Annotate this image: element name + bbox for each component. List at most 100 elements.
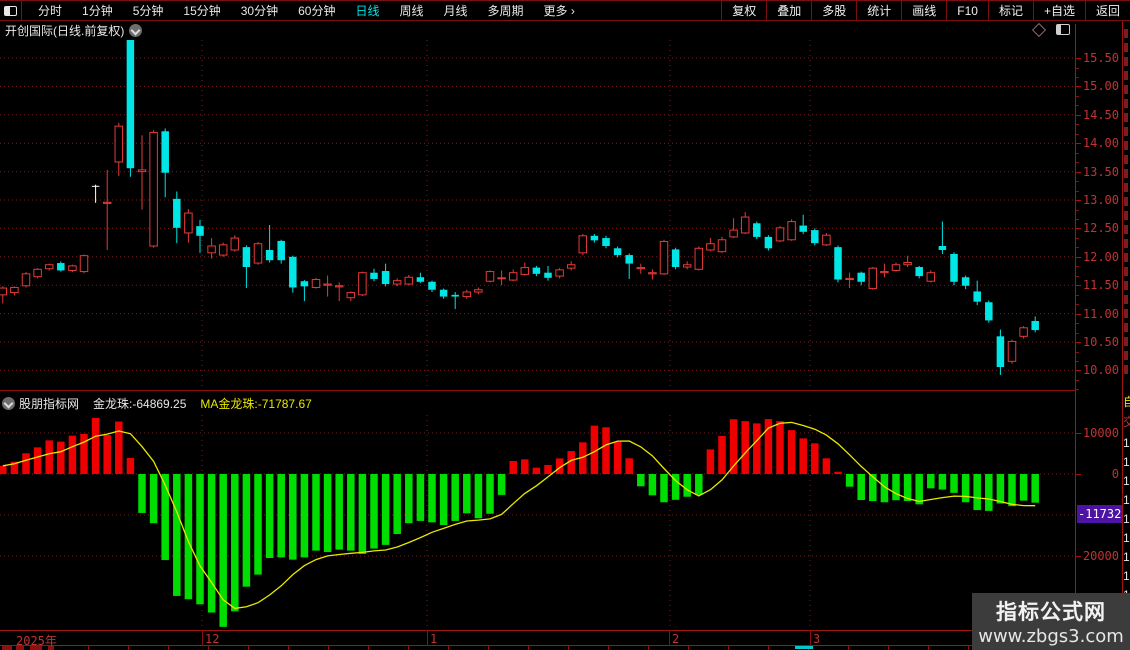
- candle[interactable]: [277, 239, 285, 264]
- candlestick-chart[interactable]: [0, 40, 1075, 390]
- indicator-bar[interactable]: [33, 447, 42, 474]
- indicator-bar[interactable]: [845, 474, 854, 487]
- candle[interactable]: [462, 289, 472, 299]
- candle[interactable]: [799, 214, 807, 235]
- indicator-bar[interactable]: [10, 461, 19, 474]
- indicator-bar[interactable]: [753, 423, 761, 474]
- indicator-bar[interactable]: [799, 438, 807, 474]
- candle[interactable]: [845, 272, 854, 289]
- candle[interactable]: [91, 184, 100, 203]
- candle[interactable]: [218, 242, 228, 257]
- indicator-bar[interactable]: [1031, 474, 1039, 503]
- indicator-bar[interactable]: [625, 458, 633, 474]
- indicator-bar[interactable]: [358, 474, 367, 554]
- indicator-bar[interactable]: [381, 474, 390, 545]
- action-button-0[interactable]: 复权: [721, 1, 766, 20]
- indicator-bar[interactable]: [637, 474, 645, 487]
- indicator-bar[interactable]: [602, 427, 610, 474]
- period-tab-0[interactable]: 分时: [38, 4, 63, 18]
- title-chevron-down-icon[interactable]: [129, 24, 143, 37]
- candle[interactable]: [1007, 339, 1017, 364]
- indicator-bar[interactable]: [405, 474, 413, 524]
- indicator-bar[interactable]: [335, 474, 343, 550]
- indicator-bar[interactable]: [347, 474, 355, 551]
- indicator-bar[interactable]: [509, 461, 517, 474]
- candle[interactable]: [196, 219, 204, 253]
- action-button-2[interactable]: 多股: [811, 1, 856, 20]
- candle[interactable]: [532, 265, 541, 277]
- indicator-bar[interactable]: [927, 474, 935, 489]
- right-sidebar-clipped[interactable]: 自交11111111111: [1122, 21, 1130, 650]
- candle[interactable]: [740, 211, 750, 235]
- candle[interactable]: [880, 263, 889, 278]
- indicator-bar[interactable]: [300, 474, 309, 558]
- indicator-bar[interactable]: [903, 474, 912, 502]
- indicator-bar[interactable]: [242, 474, 251, 587]
- candle[interactable]: [961, 275, 970, 290]
- indicator-bar[interactable]: [915, 474, 923, 505]
- indicator-bar[interactable]: [196, 474, 204, 605]
- candle[interactable]: [926, 270, 936, 283]
- candle[interactable]: [416, 272, 425, 283]
- candle[interactable]: [451, 292, 459, 310]
- candle[interactable]: [114, 122, 124, 177]
- candle[interactable]: [544, 265, 552, 281]
- indicator-bar[interactable]: [474, 474, 483, 519]
- indicator-bar[interactable]: [741, 421, 749, 474]
- period-tab-1[interactable]: 1分钟: [82, 4, 113, 18]
- period-tab-3[interactable]: 15分钟: [183, 4, 221, 18]
- panel-split-icon[interactable]: [1056, 24, 1070, 35]
- candle[interactable]: [358, 271, 367, 296]
- indicator-bar[interactable]: [787, 430, 796, 474]
- candle[interactable]: [775, 226, 785, 243]
- candle[interactable]: [671, 247, 680, 270]
- indicator-bar[interactable]: [416, 474, 425, 521]
- indicator-bar[interactable]: [590, 425, 599, 474]
- action-button-6[interactable]: 标记: [987, 1, 1033, 20]
- candle[interactable]: [439, 288, 448, 299]
- indicator-bar[interactable]: [184, 474, 193, 600]
- candle[interactable]: [44, 263, 54, 271]
- candle[interactable]: [300, 280, 309, 302]
- indicator-bar[interactable]: [393, 474, 401, 535]
- indicator-bar[interactable]: [729, 419, 738, 474]
- candle[interactable]: [985, 300, 993, 323]
- indicator-bar[interactable]: [973, 474, 981, 511]
- candle[interactable]: [497, 270, 506, 286]
- candle[interactable]: [636, 263, 646, 274]
- indicator-bar[interactable]: [323, 474, 332, 553]
- candle[interactable]: [729, 218, 738, 239]
- indicator-bar[interactable]: [613, 441, 622, 474]
- candle[interactable]: [590, 234, 599, 243]
- indicator-bar[interactable]: [277, 474, 285, 558]
- action-button-3[interactable]: 统计: [856, 1, 901, 20]
- indicator-bar[interactable]: [544, 464, 552, 474]
- indicator-bar[interactable]: [532, 467, 541, 474]
- candle[interactable]: [370, 268, 378, 282]
- indicator-bar[interactable]: [486, 474, 494, 514]
- indicator-bar[interactable]: [497, 474, 506, 495]
- candle[interactable]: [811, 228, 819, 246]
- candle[interactable]: [161, 128, 169, 198]
- indicator-bar[interactable]: [996, 474, 1005, 504]
- period-tab-9[interactable]: 多周期: [487, 4, 524, 18]
- candle[interactable]: [787, 219, 796, 241]
- indicator-bar[interactable]: [811, 443, 819, 474]
- candle[interactable]: [764, 235, 773, 251]
- candle[interactable]: [0, 286, 8, 304]
- candle[interactable]: [613, 246, 622, 258]
- candle[interactable]: [566, 261, 576, 271]
- indicator-bar[interactable]: [880, 474, 889, 503]
- indicator-bar[interactable]: [706, 449, 715, 474]
- indicator-bar[interactable]: [126, 458, 135, 474]
- candle[interactable]: [404, 274, 414, 286]
- indicator-bar[interactable]: [1019, 474, 1028, 501]
- candle[interactable]: [682, 261, 692, 270]
- indicator-bar[interactable]: [985, 474, 993, 511]
- candle[interactable]: [57, 261, 65, 272]
- indicator-bar[interactable]: [80, 434, 88, 474]
- indicator-bar[interactable]: [463, 474, 471, 514]
- candle[interactable]: [915, 265, 923, 279]
- period-tab-4[interactable]: 30分钟: [240, 4, 279, 18]
- indicator-bar[interactable]: [161, 474, 169, 561]
